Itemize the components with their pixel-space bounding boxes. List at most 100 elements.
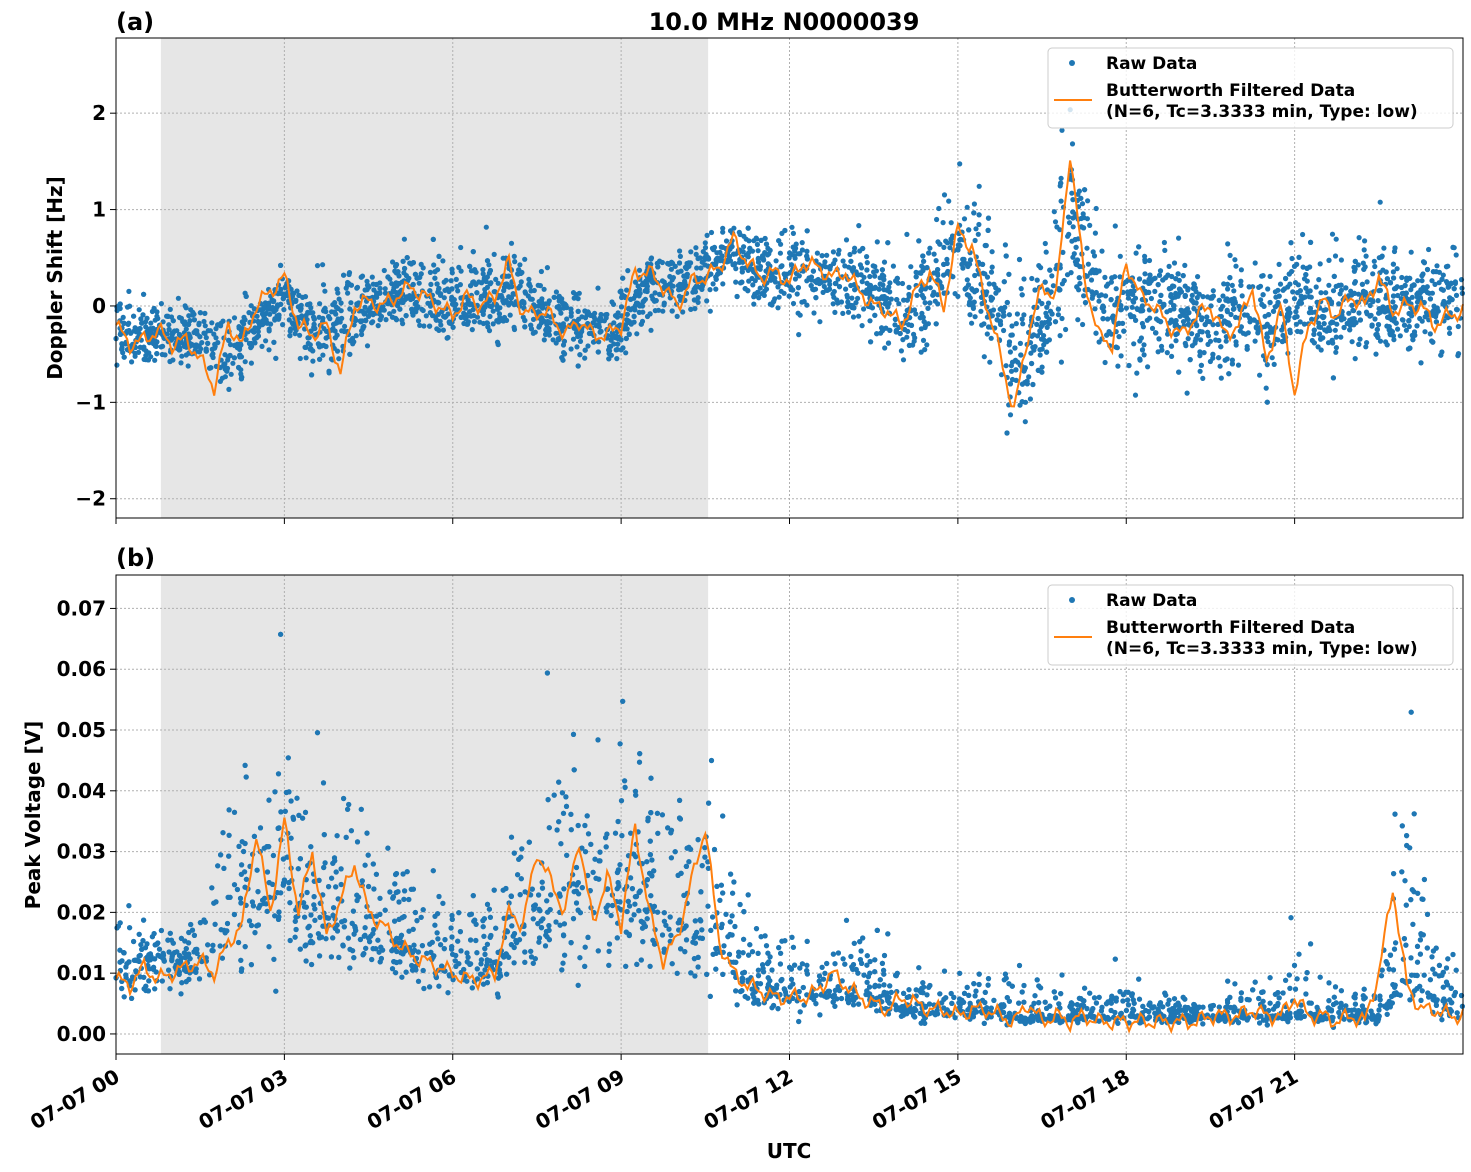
raw-data-point [1058,175,1064,181]
raw-data-point [1359,281,1365,287]
raw-data-point [742,286,748,292]
raw-data-point [1193,336,1199,342]
raw-data-point [1313,284,1319,290]
raw-data-point [920,337,927,343]
raw-data-point [957,236,964,242]
raw-data-point [307,310,313,316]
raw-data-point [323,335,329,341]
raw-data-point [1301,276,1308,282]
raw-data-point [238,342,244,348]
raw-data-point [1417,315,1423,322]
raw-data-point [1068,270,1074,276]
raw-data-point [714,250,720,256]
raw-data-point [943,238,949,244]
raw-data-point [779,263,785,269]
raw-data-point [336,356,342,362]
raw-data-point [857,262,864,268]
raw-data-point [969,302,975,308]
raw-data-point [558,310,564,316]
raw-data-point [595,285,601,291]
raw-data-point [1007,412,1014,418]
raw-data-point [1043,310,1049,316]
raw-data-point [695,255,701,262]
raw-data-point [919,263,925,269]
raw-data-point [358,274,364,280]
raw-data-point [971,210,977,216]
raw-data-point [143,352,149,359]
raw-data-point [1375,298,1381,304]
raw-data-point [761,292,767,298]
raw-data-point [461,320,467,327]
raw-data-point [576,290,582,296]
raw-data-point [1347,327,1353,333]
raw-data-point [702,245,709,251]
raw-data-point [416,280,422,286]
raw-data-point [431,262,437,268]
raw-data-point [1229,282,1235,288]
raw-data-point [961,256,967,262]
raw-data-point [539,299,545,305]
raw-data-point [1009,332,1015,338]
raw-data-point [991,281,997,287]
raw-data-point [1361,247,1367,253]
raw-data-point [930,292,936,298]
raw-data-point [261,318,267,324]
raw-data-point [409,306,415,312]
raw-data-point [427,269,433,275]
raw-data-point [538,268,545,275]
raw-data-point [817,319,823,325]
raw-data-point [1399,317,1405,323]
raw-data-point [1112,302,1118,308]
raw-data-point [642,288,648,294]
raw-data-point [1028,350,1034,356]
raw-data-point [1218,375,1224,381]
raw-data-point [761,274,767,280]
raw-data-point [564,316,570,322]
raw-data-point [1113,344,1119,350]
raw-data-point [415,318,422,324]
raw-data-point [975,231,981,237]
raw-data-point [255,329,261,335]
raw-data-point [944,256,950,262]
raw-data-point [1316,277,1322,283]
raw-data-point [1224,307,1230,313]
raw-data-point [1434,305,1440,311]
raw-data-point [1142,258,1148,265]
raw-data-point [598,311,604,318]
raw-data-point [1044,304,1050,310]
raw-data-point [1141,352,1147,358]
raw-data-point [1039,364,1045,370]
raw-data-point [197,310,203,316]
raw-data-point [470,249,476,255]
raw-data-point [1306,294,1312,300]
raw-data-point [441,295,447,301]
raw-data-point [597,315,603,321]
raw-data-point [364,343,371,349]
raw-data-point [872,312,878,318]
raw-data-point [511,253,517,259]
raw-data-point [844,304,851,310]
raw-data-point [1357,336,1363,342]
raw-data-point [421,323,427,329]
raw-data-point [1406,318,1412,324]
raw-data-point [129,359,135,365]
raw-data-point [628,296,634,302]
raw-data-point [941,261,947,267]
raw-data-point [680,309,686,315]
raw-data-point [727,258,734,264]
raw-data-point [323,343,329,350]
raw-data-point [402,265,408,272]
raw-data-point [850,314,857,320]
raw-data-point [750,282,756,288]
raw-data-point [511,324,517,330]
raw-data-point [1213,337,1219,343]
raw-data-point [920,253,926,259]
raw-data-point [827,263,834,269]
raw-data-point [293,298,299,304]
raw-data-point [1175,271,1181,277]
raw-data-point [347,306,353,312]
raw-data-point [526,276,532,282]
raw-data-point [1352,258,1358,264]
raw-data-point [989,264,995,270]
raw-data-point [1136,244,1142,250]
